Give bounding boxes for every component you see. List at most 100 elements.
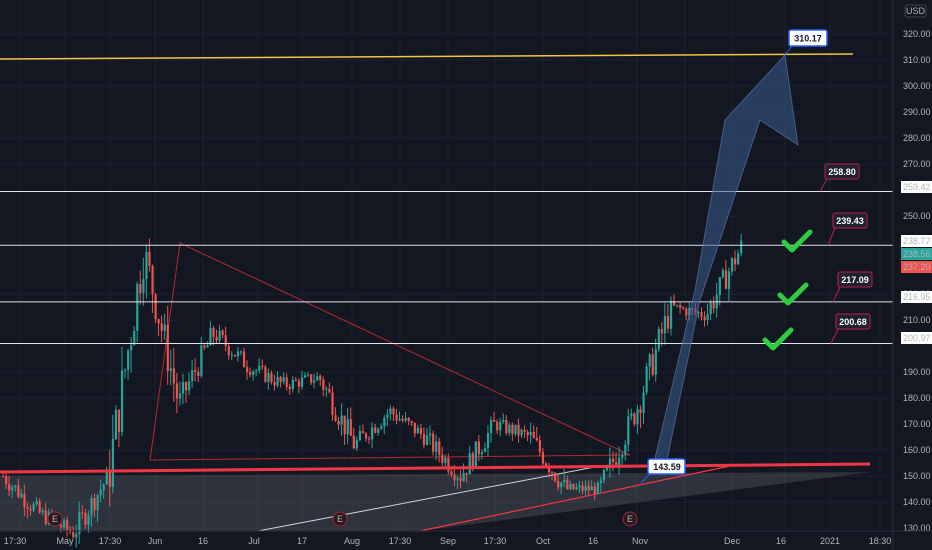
price-tick-label: 280.00 — [903, 133, 931, 143]
bottom-pointer — [640, 473, 651, 484]
price-tick-label: 160.00 — [903, 445, 931, 455]
candle-body-up — [267, 373, 270, 382]
callout-box — [835, 313, 871, 330]
candle-body-up — [468, 453, 471, 475]
candle-body-up — [127, 350, 130, 370]
candle-body-up — [740, 240, 743, 254]
candle-body-down — [242, 351, 246, 368]
candle-body-down — [151, 266, 154, 295]
candle-body-up — [425, 435, 429, 445]
candle-body-up — [200, 345, 203, 376]
time-tick-label: Sep — [440, 536, 456, 546]
candle-body-up — [578, 485, 581, 488]
candle-body-down — [215, 336, 218, 341]
candle-body-down — [44, 510, 47, 524]
candle-body-up — [727, 271, 731, 289]
candle-body-down — [328, 388, 331, 393]
candle-body-down — [633, 413, 636, 425]
time-tick-label: Nov — [632, 536, 649, 546]
time-tick-label: 16 — [588, 536, 598, 546]
candle-body-up — [718, 277, 721, 295]
candle-body-up — [78, 512, 81, 534]
candle-body-down — [157, 319, 160, 324]
candle-body-up — [313, 380, 316, 383]
candle-body-up — [645, 366, 648, 393]
earnings-marker-icon[interactable] — [47, 511, 63, 527]
candle-body-down — [419, 427, 423, 435]
time-tick-label: Dec — [724, 536, 741, 546]
candle-body-up — [618, 457, 621, 466]
candle-body-down — [374, 427, 377, 433]
candle-body-up — [697, 312, 700, 314]
candle-body-up — [602, 470, 606, 481]
candle-body-up — [169, 368, 172, 371]
candle-body-down — [349, 419, 352, 436]
candle-body-down — [682, 307, 685, 309]
candle-body-down — [401, 418, 404, 421]
candle-body-up — [642, 392, 645, 413]
candle-body-up — [209, 328, 212, 346]
price-tick-label: 320.00 — [903, 29, 931, 39]
checkmark-icon — [781, 229, 813, 253]
candle-body-down — [203, 345, 206, 348]
candle-body-up — [377, 428, 380, 433]
candle-body-up — [316, 376, 319, 381]
currency-box[interactable] — [904, 4, 927, 18]
candle-body-up — [63, 520, 66, 528]
callout-label: 258.80 — [828, 167, 856, 177]
candle-body-up — [435, 441, 438, 452]
candle-body-up — [569, 483, 572, 489]
candle-body-up — [133, 330, 136, 346]
candle-body-up — [730, 258, 734, 272]
candle-body-down — [639, 409, 642, 413]
candle-body-down — [352, 435, 355, 449]
candle-body-down — [2, 476, 5, 477]
candle-body-up — [282, 377, 285, 382]
candle-body-down — [465, 472, 468, 475]
candle-body-down — [447, 457, 450, 472]
candle-body-down — [172, 368, 175, 384]
candle-body-up — [142, 279, 145, 294]
earnings-marker-icon[interactable] — [332, 511, 348, 527]
earnings-marker-icon[interactable] — [622, 511, 638, 527]
callout-pointer — [819, 178, 828, 192]
price-tick-label: 180.00 — [903, 393, 931, 403]
candle-body-down — [194, 370, 197, 372]
price-level-box — [901, 235, 932, 247]
candle-body-down — [361, 431, 365, 434]
candle-body-up — [300, 377, 304, 387]
earnings-marker-label: E — [627, 514, 633, 524]
candle-body-up — [371, 427, 374, 440]
drawings-back — [0, 242, 870, 532]
candle-body-up — [206, 345, 209, 348]
candle-body-down — [432, 433, 435, 452]
callout-label: 217.09 — [841, 275, 869, 285]
candle-body-down — [224, 335, 227, 346]
projection-arrow — [654, 53, 799, 472]
price-level-label: 259.42 — [903, 182, 931, 192]
candle-body-down — [5, 476, 8, 485]
candle-body-down — [288, 386, 291, 390]
candle-body-up — [230, 354, 233, 356]
candle-body-up — [721, 270, 724, 278]
candle-body-down — [185, 382, 188, 391]
candle-body-up — [621, 454, 624, 458]
candle-body-up — [145, 251, 148, 280]
candle-body-up — [32, 504, 35, 511]
price-axis[interactable]: USD 320.00 310.00 300.00 290.00 280.00 270.00 2… — [892, 0, 932, 550]
target-label: 310.17 — [794, 34, 822, 44]
candle-body-up — [124, 369, 127, 371]
candle-body-down — [557, 481, 560, 488]
earnings-marker-label: E — [337, 514, 343, 524]
candle-body-down — [81, 512, 84, 514]
candle-body-up — [508, 424, 511, 433]
candle-body-up — [520, 429, 523, 436]
time-axis[interactable]: 17:30 May 17:30 Jun 16 Jul 17 Aug 17:30 Sep 17:30 O… — [0, 530, 932, 546]
candle-body-down — [505, 419, 508, 433]
candle-body-up — [258, 365, 261, 371]
candle-body-up — [41, 510, 44, 513]
candle-body-down — [413, 422, 416, 434]
candle-body-down — [441, 454, 444, 463]
candle-body-down — [554, 472, 557, 482]
